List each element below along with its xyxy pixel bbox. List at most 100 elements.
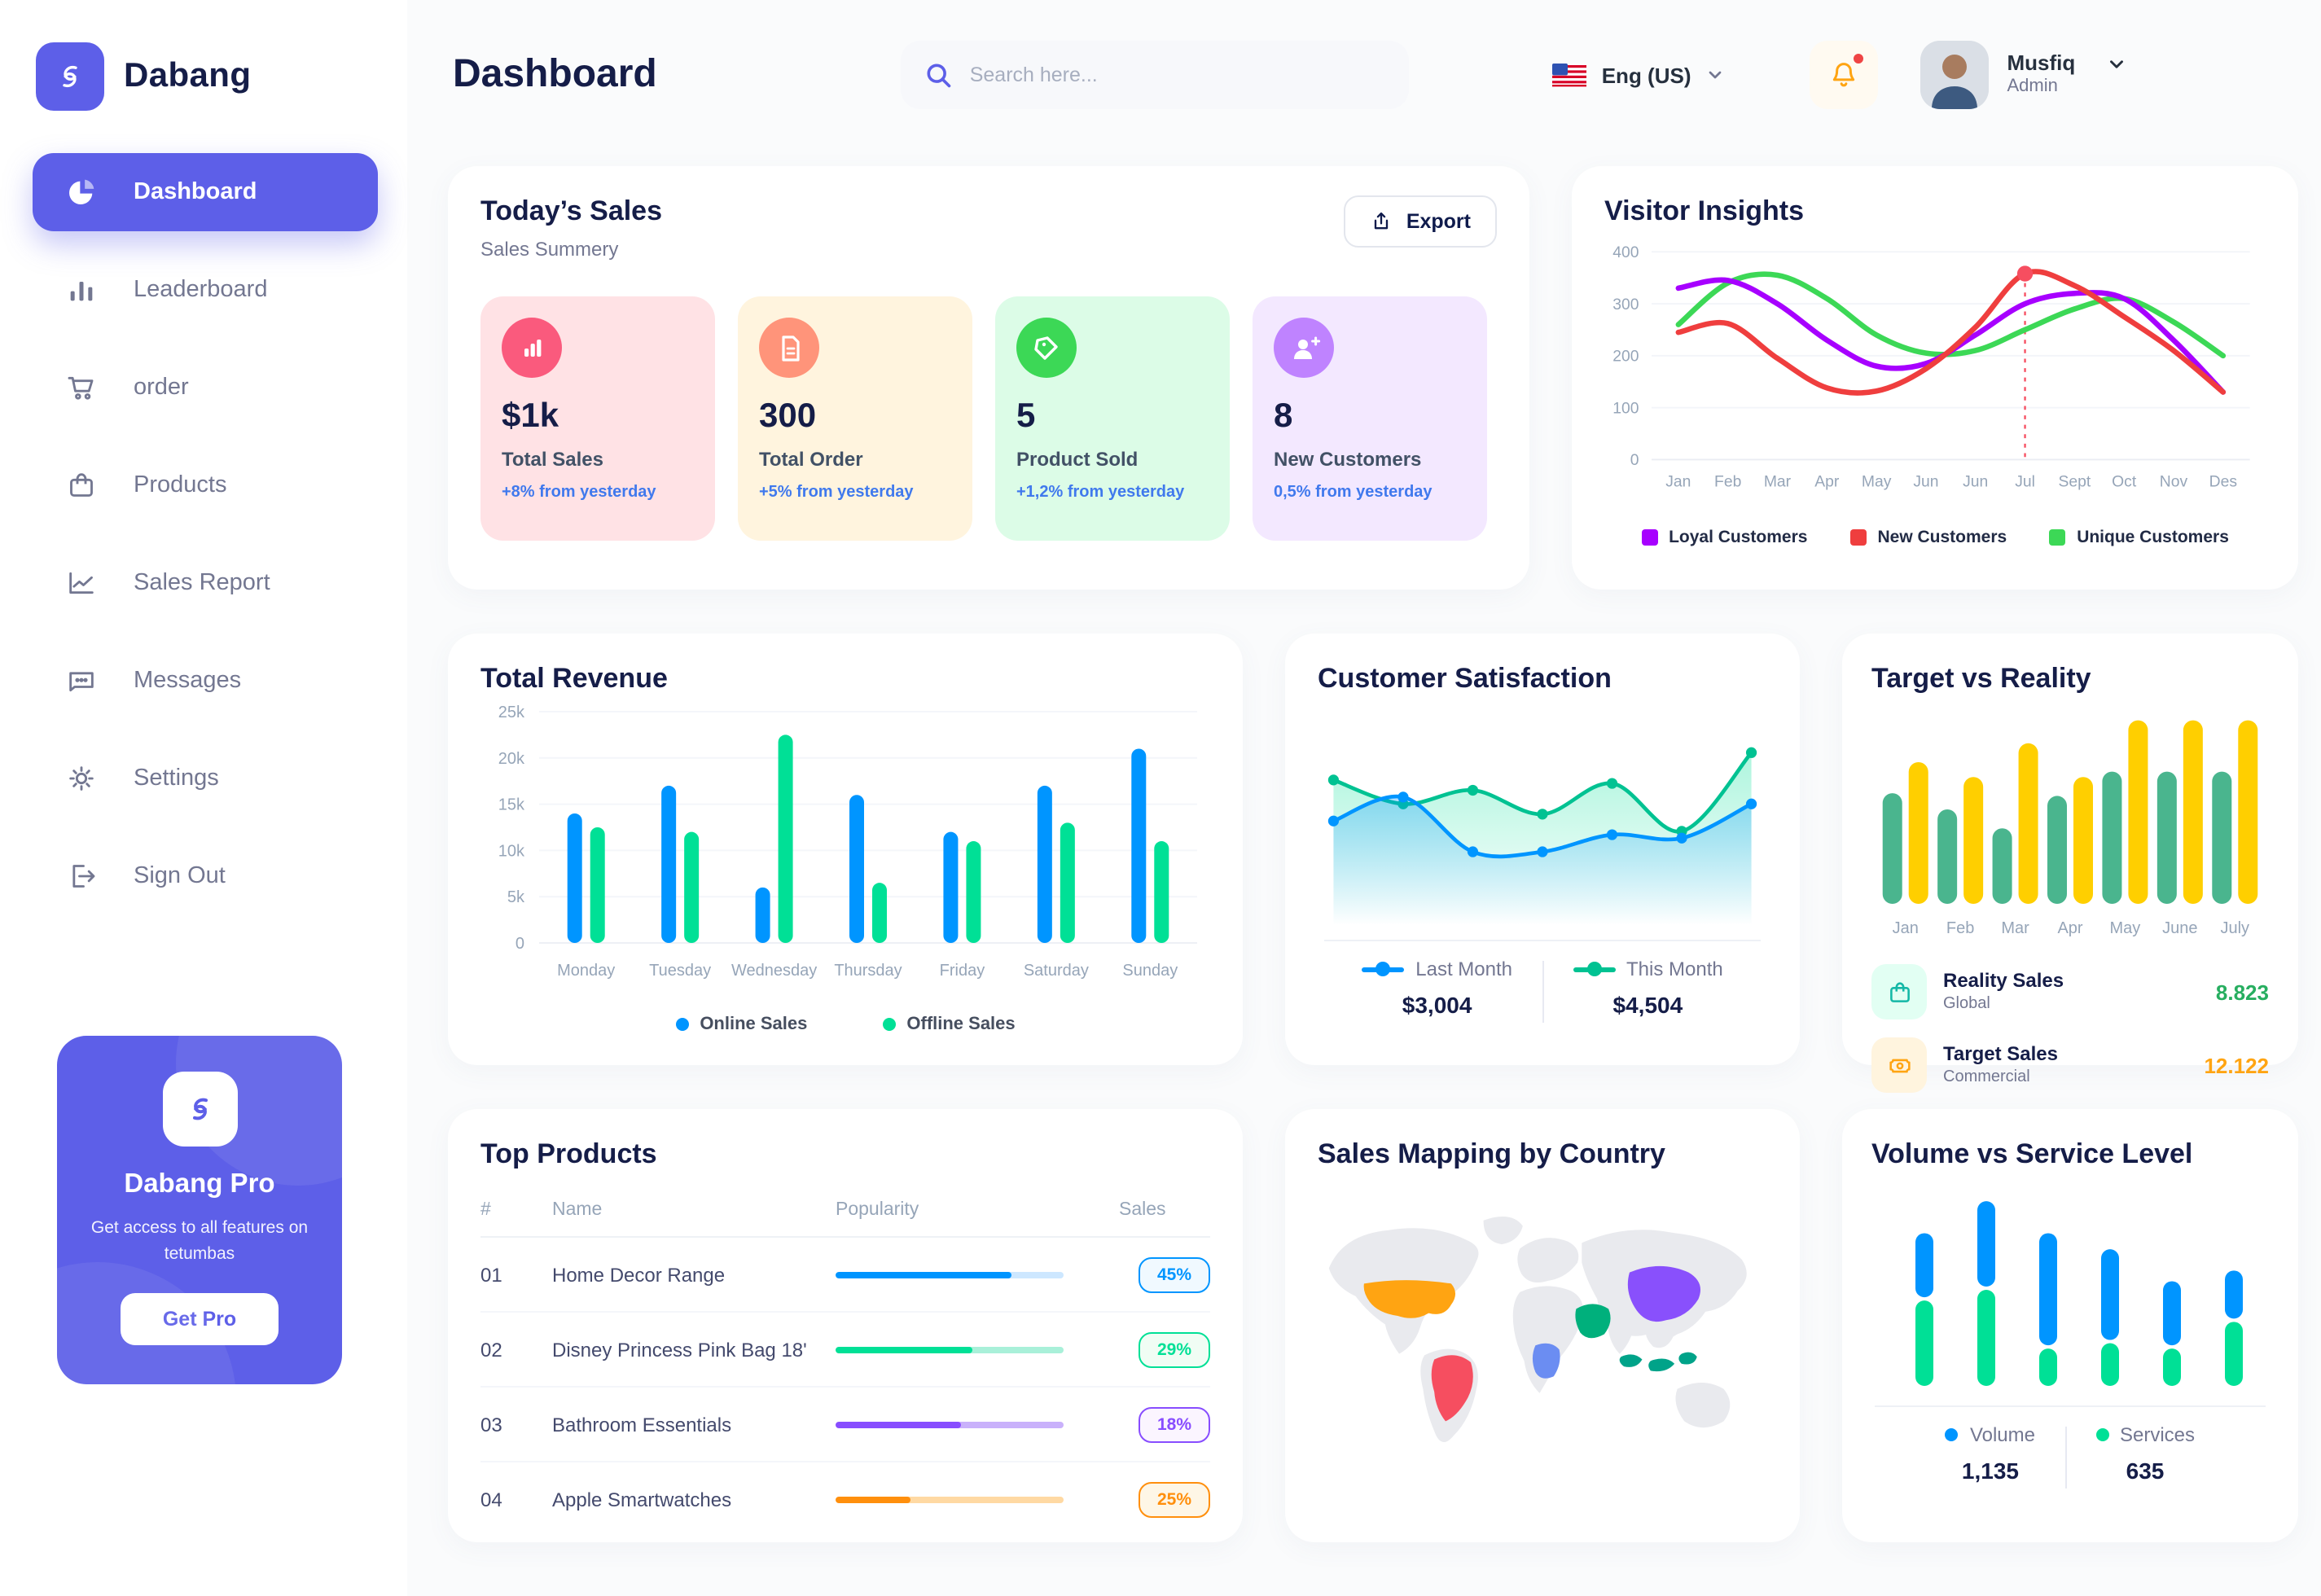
svg-text:0: 0 [516,935,524,953]
stat-delta: +5% from yesterday [759,484,914,502]
stat-label: Total Sales [502,448,603,471]
sales-badge: 45% [1139,1256,1210,1292]
table-header: # Name Popularity Sales [480,1190,1210,1238]
divider [1875,1405,2266,1407]
product-number: 02 [480,1338,502,1361]
notifications-button[interactable] [1810,41,1879,109]
sidebar-item-label: order [134,375,189,401]
svg-text:Oct: Oct [2112,473,2137,490]
main-area: Dashboard Eng (US) [407,0,2321,1596]
map-united-states [1363,1280,1456,1318]
dashboard-content: Today’s Sales Sales Summery Export [407,150,2321,1542]
pro-upgrade-card: Dabang Pro Get access to all features on… [57,1036,342,1384]
bag-icon [1871,964,1927,1019]
popularity-bar [836,1346,1106,1353]
pie-chart-icon [65,176,98,208]
col-header-sales: Sales [1119,1200,1166,1220]
sales-badge: 29% [1139,1331,1210,1367]
total-revenue-legend: Online Sales Offline Sales [480,1015,1210,1034]
search-input[interactable] [969,64,1387,86]
svg-text:Mar: Mar [1764,473,1792,490]
language-selector[interactable]: Eng (US) [1552,63,1726,87]
svg-text:May: May [1862,473,1892,490]
svg-text:Feb: Feb [1946,919,1974,937]
sales-badge: 25% [1139,1482,1210,1518]
sidebar-item-products[interactable]: Products [33,446,378,524]
popularity-bar [836,1497,1106,1503]
volume-vs-service-title: Volume vs Service Level [1871,1138,2193,1169]
divider [1324,940,1761,941]
target-sales-value: 12.122 [2204,1053,2269,1077]
svg-text:Feb: Feb [1714,473,1741,490]
sidebar-item-messages[interactable]: Messages [33,642,378,720]
target-sales-row: Target Sales Commercial 12.122 [1871,1037,2269,1093]
svg-text:Thursday: Thursday [834,962,902,980]
product-name: Apple Smartwatches [552,1489,732,1511]
chart-bar-icon [502,318,562,378]
get-pro-button[interactable]: Get Pro [120,1292,279,1345]
sidebar-item-sign-out[interactable]: Sign Out [33,837,378,915]
table-row: 02 Disney Princess Pink Bag 18' 29% [480,1313,1210,1388]
map-brazil [1431,1355,1473,1422]
svg-text:20k: 20k [498,750,525,768]
map-indonesia [1619,1352,1697,1372]
legend-sublabel: Global [1943,995,1990,1014]
last-month-total: $3,004 [1402,992,1472,1018]
svg-text:Saturday: Saturday [1024,962,1089,980]
reality-sales-row: Reality Sales Global 8.823 [1871,964,2269,1019]
line-chart-icon [65,567,98,599]
stat-delta: 0,5% from yesterday [1274,484,1433,502]
product-number: 01 [480,1263,502,1286]
legend-swatch [675,1018,689,1031]
export-button[interactable]: Export [1344,195,1497,248]
todays-sales-card: Today’s Sales Sales Summery Export [448,166,1529,590]
avatar [1920,41,1990,109]
language-label: Eng (US) [1601,63,1691,87]
stat-delta: +8% from yesterday [502,484,656,502]
us-flag-icon [1552,63,1587,87]
legend-swatch [882,1018,896,1031]
legend-swatch [2095,1428,2108,1441]
svg-text:Friday: Friday [940,962,985,980]
sidebar-item-leaderboard[interactable]: Leaderboard [33,251,378,329]
svg-text:Jul: Jul [2015,473,2035,490]
customer-satisfaction-title: Customer Satisfaction [1318,663,1612,694]
sidebar-item-label: Products [134,472,227,498]
user-menu[interactable]: Musfiq Admin [1920,41,2128,109]
product-name: Bathroom Essentials [552,1413,732,1436]
map-australia [1675,1382,1731,1428]
reality-sales-value: 8.823 [2215,980,2269,1004]
svg-text:300: 300 [1612,296,1639,314]
volume-vs-service-chart [1915,1201,2243,1386]
stat-label: Product Sold [1016,448,1139,471]
svg-text:0: 0 [1630,452,1639,469]
brand-name: Dabang [124,57,252,94]
sidebar-item-settings[interactable]: Settings [33,739,378,818]
customer-satisfaction-chart [1327,747,1757,926]
user-meta: Musfiq Admin [2007,50,2076,99]
legend-swatch [1849,529,1867,546]
sign-out-icon [65,860,98,892]
bar-chart-icon [65,274,98,306]
legend-label: New Customers [1877,528,2007,547]
sidebar-item-order[interactable]: order [33,349,378,427]
gear-icon [65,762,98,795]
total-revenue-title: Total Revenue [480,663,668,694]
page-title: Dashboard [453,52,657,96]
legend-label: Last Month [1415,958,1512,980]
sidebar-item-sales-report[interactable]: Sales Report [33,544,378,622]
sidebar-item-dashboard[interactable]: Dashboard [33,153,378,231]
todays-sales-title: Today’s Sales [480,195,662,226]
legend-label: Volume [1969,1423,2035,1446]
world-map [1328,1217,1747,1443]
export-icon [1371,210,1393,233]
visitor-insights-title: Visitor Insights [1604,195,1804,226]
chevron-down-icon [1706,65,1726,85]
sidebar-item-label: Messages [134,668,242,694]
svg-text:Wednesday: Wednesday [731,962,817,980]
services-total: 635 [2126,1458,2165,1484]
legend-label: Online Sales [700,1015,808,1034]
svg-text:400: 400 [1612,244,1639,261]
volume-vs-service-card: Volume vs Service Level Volume 1,135 Ser… [1842,1109,2298,1542]
